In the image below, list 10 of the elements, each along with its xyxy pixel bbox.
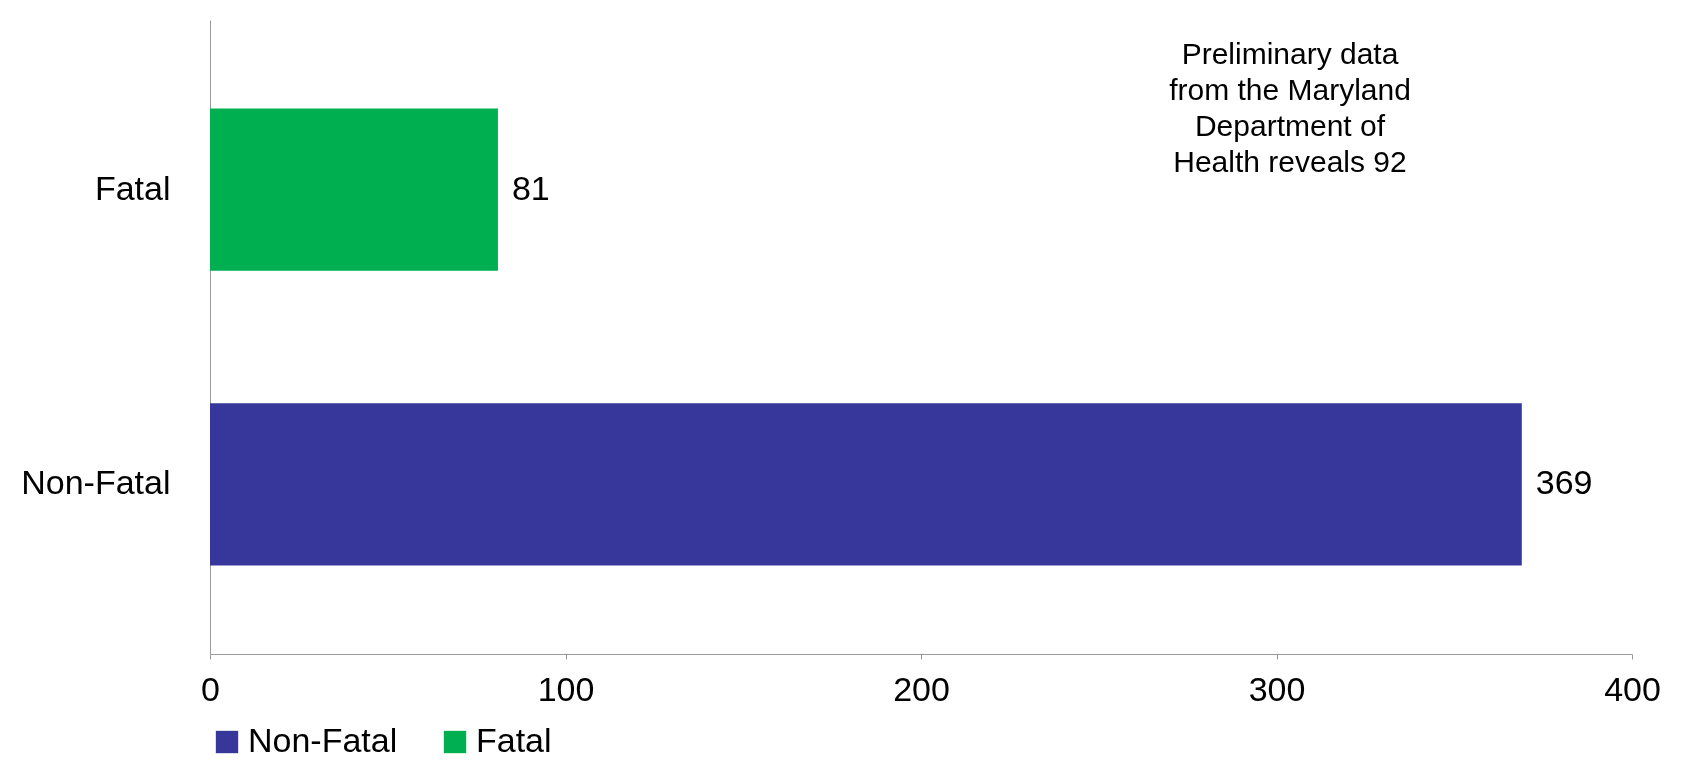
legend-label: Non-Fatal — [248, 721, 398, 759]
data-label: 81 — [511, 168, 550, 207]
x-tick-label: 100 — [537, 669, 595, 708]
x-tick-label: 400 — [1604, 669, 1661, 708]
data-label: 369 — [1535, 463, 1593, 502]
x-tick-label: 300 — [1248, 669, 1306, 708]
x-tick-label: 0 — [201, 669, 220, 708]
x-tick-label: 200 — [893, 669, 950, 708]
annotation: Preliminary data from the Maryland Department of Health reveals 92 — [1169, 37, 1411, 178]
legend-label: Fatal — [476, 721, 552, 759]
